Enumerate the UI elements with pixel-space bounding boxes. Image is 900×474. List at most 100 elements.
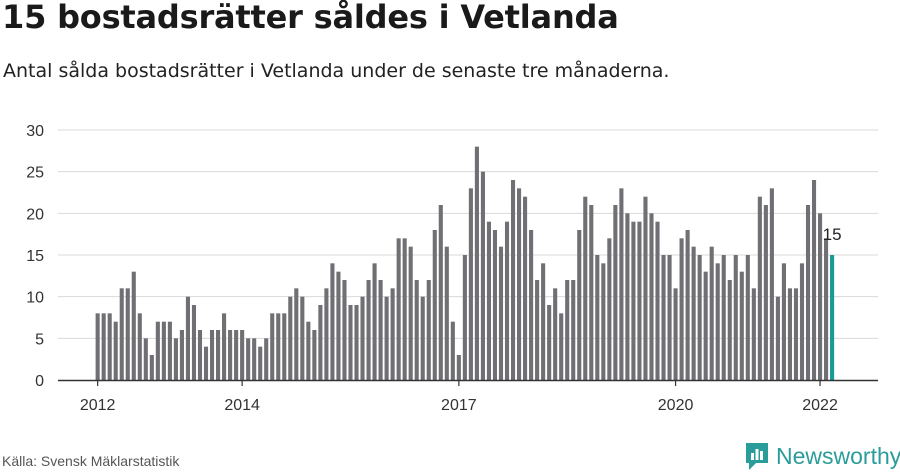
bar <box>468 188 473 380</box>
bar <box>336 271 341 380</box>
bar <box>673 288 678 380</box>
bar <box>438 205 443 380</box>
bar <box>209 330 215 380</box>
bar <box>294 288 299 380</box>
bar <box>727 280 732 380</box>
bar <box>523 196 528 380</box>
bar <box>745 255 750 380</box>
bar <box>390 288 395 380</box>
bar <box>270 313 275 380</box>
bar <box>372 263 377 380</box>
bar <box>565 280 570 380</box>
bar <box>282 313 287 380</box>
bar <box>167 321 172 380</box>
bar <box>589 205 594 380</box>
bar <box>781 263 786 380</box>
bar <box>420 296 425 380</box>
bar <box>203 346 209 380</box>
bar <box>161 321 166 380</box>
bar <box>252 338 257 380</box>
bar <box>799 263 805 380</box>
bar <box>811 180 817 380</box>
y-tick-label: 5 <box>35 331 44 348</box>
bar <box>234 330 239 380</box>
bar <box>450 321 455 380</box>
bar <box>378 280 383 380</box>
y-tick-label: 30 <box>26 123 44 140</box>
bar <box>191 305 197 380</box>
x-tick-label: 2017 <box>441 397 477 414</box>
x-tick-label: 2020 <box>658 397 694 414</box>
bar <box>733 255 738 380</box>
bar <box>613 205 618 380</box>
bar <box>818 213 823 380</box>
bar <box>535 280 540 380</box>
bar <box>360 296 365 380</box>
bar <box>793 288 799 380</box>
page-title: 15 bostadsrätter såldes i Vetlanda <box>2 0 619 36</box>
bar <box>751 288 756 380</box>
bar <box>643 196 648 380</box>
bar <box>571 280 576 380</box>
bar <box>143 338 148 380</box>
bar <box>330 263 335 380</box>
bar <box>474 146 479 380</box>
bar <box>432 230 437 380</box>
bar <box>264 338 269 380</box>
bar <box>312 330 317 380</box>
bar <box>408 246 413 380</box>
bar <box>348 305 353 380</box>
bar <box>462 255 467 380</box>
bar <box>155 321 160 380</box>
bar <box>625 213 630 380</box>
bar <box>276 313 281 380</box>
bar <box>529 230 534 380</box>
brand-logo: Newsworthy <box>744 441 900 471</box>
y-tick-label: 25 <box>26 165 44 182</box>
bar <box>197 330 203 380</box>
highlight-data-label: 15 <box>823 225 842 244</box>
bar <box>456 355 461 380</box>
bar <box>486 221 491 380</box>
y-tick-label: 20 <box>26 206 44 223</box>
bar <box>517 188 522 380</box>
bar <box>228 330 233 380</box>
bar <box>583 196 588 380</box>
x-tick-label: 2012 <box>80 397 116 414</box>
bar <box>396 238 401 380</box>
bar <box>504 221 510 380</box>
bar <box>691 246 696 380</box>
bar <box>547 305 552 380</box>
bar <box>101 313 106 380</box>
bar <box>107 313 112 380</box>
bar <box>480 171 485 380</box>
bar <box>559 313 564 380</box>
bar <box>649 213 654 380</box>
bar <box>498 246 504 380</box>
bar <box>414 280 419 380</box>
bar <box>631 221 636 380</box>
bar <box>655 221 660 380</box>
bar <box>763 205 768 380</box>
bar <box>324 288 329 380</box>
bar <box>619 188 624 380</box>
bar <box>113 321 118 380</box>
bar <box>679 238 684 380</box>
bar <box>787 288 792 380</box>
bar <box>775 296 780 380</box>
bar <box>342 280 347 380</box>
bar <box>300 296 305 380</box>
bar <box>697 255 702 380</box>
bar <box>149 355 154 380</box>
bar <box>769 188 774 380</box>
bar <box>444 246 449 380</box>
bar <box>637 221 642 380</box>
newsworthy-logo-icon <box>746 443 768 470</box>
bar <box>222 313 227 380</box>
bar <box>384 296 389 380</box>
y-tick-label: 10 <box>26 290 44 307</box>
bar <box>492 230 498 380</box>
bar <box>354 305 359 380</box>
bar <box>661 255 666 380</box>
bar <box>185 296 190 380</box>
